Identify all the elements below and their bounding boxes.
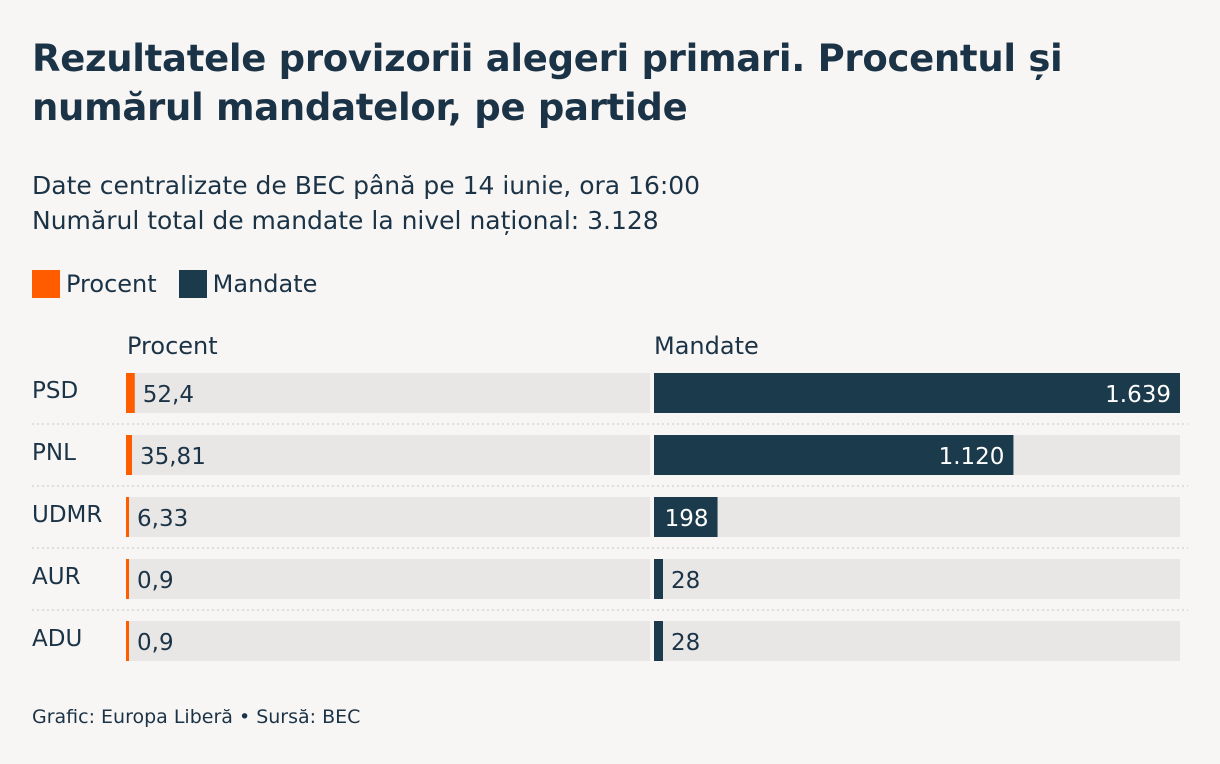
data-label-mandate-udmr: 198: [665, 506, 709, 532]
data-label-procent-pnl: 35,81: [140, 444, 206, 470]
bar-procent-pnl: [126, 435, 132, 475]
bar-mandate-adu: [654, 621, 663, 661]
subtitle-line-date: Date centralizate de BEC până pe 14 iuni…: [32, 171, 701, 200]
bar-procent-adu: [126, 621, 129, 661]
bar-mandate-psd: [654, 373, 1180, 413]
bar-mandate-pnl: [654, 435, 1014, 475]
bar-track-procent-psd: [126, 373, 650, 413]
chart-subtitle: Date centralizate de BEC până pe 14 iuni…: [32, 168, 1182, 238]
bar-track-procent-aur: [126, 559, 650, 599]
chart-title: Rezultatele provizorii alegeri primari. …: [32, 37, 1063, 129]
legend-label-mandate: Mandate: [212, 270, 318, 298]
category-label-pnl: PNL: [32, 440, 76, 466]
legend-label-procent: Procent: [66, 270, 157, 298]
bar-track-mandate-aur: [654, 559, 1180, 599]
bar-mandate-aur: [654, 559, 663, 599]
category-label-udmr: UDMR: [32, 502, 102, 528]
bar-procent-aur: [126, 559, 129, 599]
data-label-mandate-aur: 28: [671, 568, 700, 594]
data-label-mandate-psd: 1.639: [1105, 382, 1171, 408]
legend-item-mandate: Mandate: [178, 270, 318, 298]
legend-swatch-procent: [32, 270, 60, 298]
data-label-procent-aur: 0,9: [137, 568, 174, 594]
bar-mandate-udmr: [654, 497, 718, 537]
legend: Procent Mandate: [32, 268, 339, 300]
chart-footer: Grafic: Europa Liberă • Sursă: BEC: [32, 706, 361, 728]
bar-track-mandate-adu: [654, 621, 1180, 661]
legend-swatch-mandate: [178, 270, 207, 298]
data-label-procent-adu: 0,9: [137, 630, 174, 656]
data-label-mandate-adu: 28: [671, 630, 700, 656]
data-label-procent-psd: 52,4: [143, 382, 194, 408]
column-header-mandate: Mandate: [654, 332, 759, 360]
category-label-aur: AUR: [32, 564, 81, 590]
category-label-psd: PSD: [32, 378, 78, 404]
data-label-mandate-pnl: 1.120: [939, 444, 1005, 470]
bar-procent-psd: [126, 373, 135, 413]
data-label-procent-udmr: 6,33: [137, 506, 188, 532]
bar-track-procent-udmr: [126, 497, 650, 537]
bar-track-mandate-udmr: [654, 497, 1180, 537]
bar-track-procent-pnl: [126, 435, 650, 475]
legend-item-procent: Procent: [32, 270, 157, 298]
column-header-procent: Procent: [127, 332, 218, 360]
category-label-adu: ADU: [32, 626, 82, 652]
bar-track-procent-adu: [126, 621, 650, 661]
subtitle-line-total: Numărul total de mandate la nivel națion…: [32, 206, 659, 235]
bar-procent-udmr: [126, 497, 129, 537]
